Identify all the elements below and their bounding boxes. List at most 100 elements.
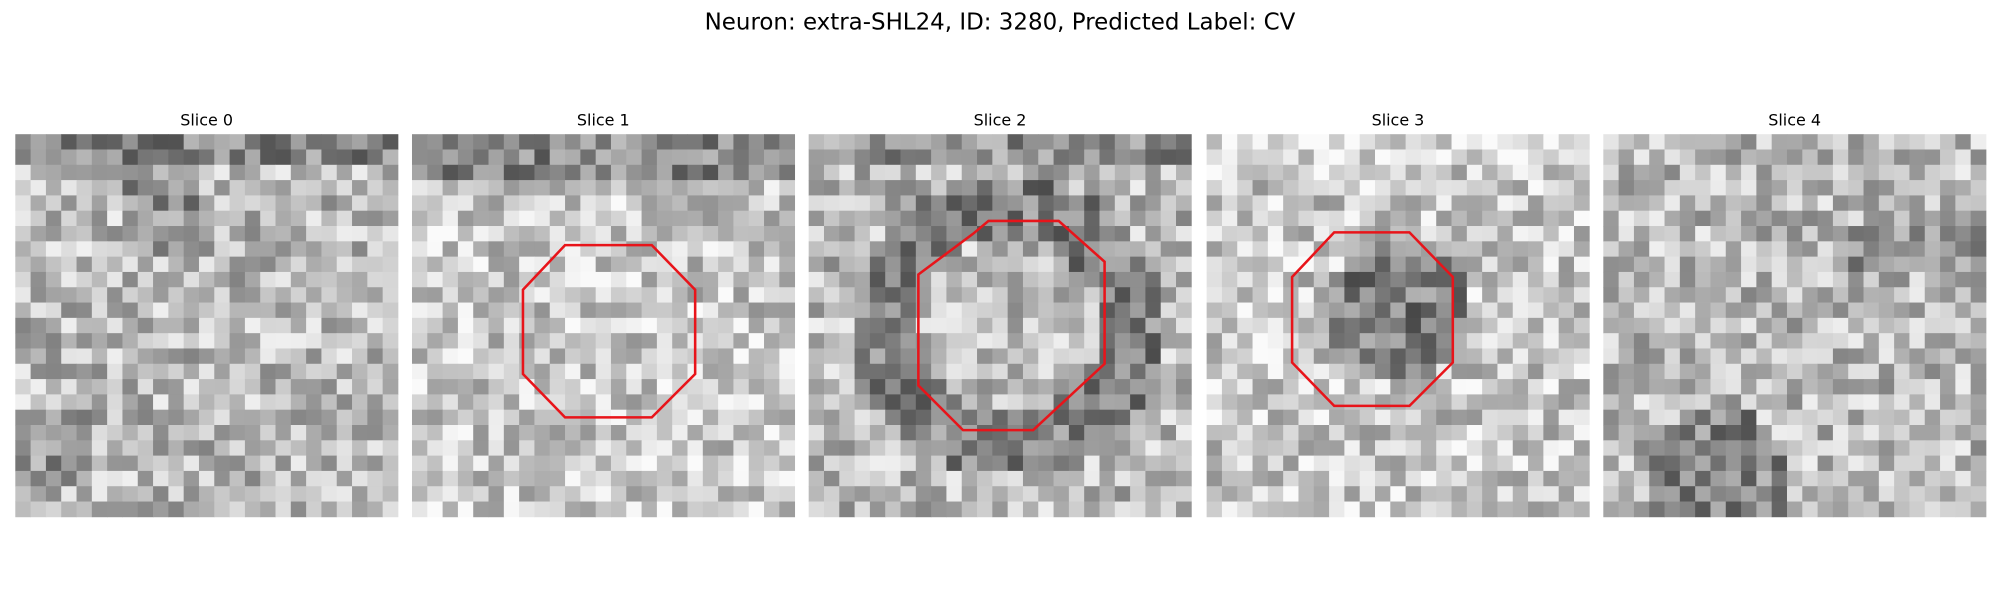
pixel — [565, 501, 581, 518]
pixel — [137, 440, 154, 456]
pixel — [442, 149, 459, 166]
pixel — [1909, 226, 1926, 242]
pixel — [549, 149, 566, 166]
pixel — [229, 455, 246, 472]
pixel — [718, 409, 734, 426]
pixel — [214, 455, 230, 472]
pixel — [549, 302, 566, 319]
pixel — [260, 226, 276, 242]
pixel — [76, 409, 93, 426]
pixel — [1940, 149, 1956, 166]
pixel — [168, 164, 185, 181]
pixel — [1359, 425, 1376, 441]
pixel — [244, 164, 261, 181]
pixel — [1237, 195, 1253, 212]
pixel — [1786, 149, 1803, 166]
pixel — [779, 210, 796, 227]
pixel — [1802, 210, 1818, 227]
pixel — [610, 501, 627, 518]
pixel — [839, 195, 855, 212]
pixel — [1832, 317, 1849, 334]
pixel — [1267, 394, 1284, 411]
pixel — [1543, 317, 1560, 334]
pixel — [565, 455, 581, 472]
pixel — [1482, 470, 1498, 487]
pixel — [1664, 317, 1681, 334]
pixel — [1863, 486, 1880, 502]
pixel — [244, 302, 261, 319]
pixel — [1298, 149, 1315, 166]
pixel — [1664, 256, 1681, 273]
pixel — [869, 134, 886, 150]
pixel — [992, 379, 1009, 395]
pixel — [656, 501, 673, 518]
pixel — [1817, 287, 1834, 303]
pixel — [1802, 440, 1818, 456]
pixel — [1451, 210, 1468, 227]
pixel — [1022, 210, 1039, 227]
pixel — [1756, 333, 1773, 349]
pixel — [1466, 425, 1483, 441]
pixel — [1420, 226, 1437, 242]
pixel — [1436, 241, 1452, 258]
pixel — [1007, 394, 1024, 411]
pixel — [1160, 379, 1177, 395]
pixel — [1420, 164, 1437, 181]
pixel — [718, 455, 734, 472]
pixel — [122, 226, 139, 242]
pixel — [534, 317, 551, 334]
pixel — [1267, 226, 1284, 242]
pixel — [183, 425, 200, 441]
pixel — [367, 348, 384, 365]
pixel — [183, 333, 200, 349]
pixel — [1664, 486, 1681, 502]
pixel — [321, 180, 338, 196]
pixel — [1145, 149, 1162, 166]
pixel — [718, 134, 734, 150]
pixel — [1725, 271, 1742, 288]
pixel — [1420, 271, 1437, 288]
pixel — [1436, 425, 1452, 441]
pixel — [1573, 271, 1590, 288]
pixel — [122, 287, 139, 303]
pixel — [1649, 241, 1665, 258]
pixel — [1679, 348, 1696, 365]
pixel — [992, 180, 1009, 196]
pixel — [1771, 210, 1788, 227]
pixel — [275, 134, 292, 150]
pixel — [595, 226, 612, 242]
pixel — [764, 348, 780, 365]
pixel — [1603, 226, 1620, 242]
pixel — [503, 287, 520, 303]
pixel — [1633, 256, 1650, 273]
pixel — [823, 363, 840, 380]
pixel — [977, 379, 993, 395]
pixel — [1863, 210, 1880, 227]
pixel — [1038, 164, 1054, 181]
pixel — [214, 256, 230, 273]
pixel — [1252, 287, 1269, 303]
pixel — [1068, 210, 1085, 227]
pixel — [1512, 149, 1529, 166]
pixel — [1084, 363, 1100, 380]
pixel — [229, 164, 246, 181]
pixel — [1863, 455, 1880, 472]
pixel — [869, 210, 886, 227]
pixel — [1573, 287, 1590, 303]
pixel — [885, 455, 901, 472]
pixel — [1741, 470, 1757, 487]
pixel — [1863, 195, 1880, 212]
pixel — [1405, 149, 1422, 166]
pixel — [290, 134, 307, 150]
pixel — [1970, 256, 1987, 273]
pixel — [1329, 134, 1345, 150]
pixel — [1848, 256, 1864, 273]
pixel — [290, 455, 307, 472]
pixel — [427, 256, 443, 273]
pixel — [30, 394, 47, 411]
pixel — [915, 180, 932, 196]
pixel — [718, 241, 734, 258]
pixel — [1206, 470, 1223, 487]
pixel — [702, 195, 719, 212]
pixel — [168, 317, 185, 334]
